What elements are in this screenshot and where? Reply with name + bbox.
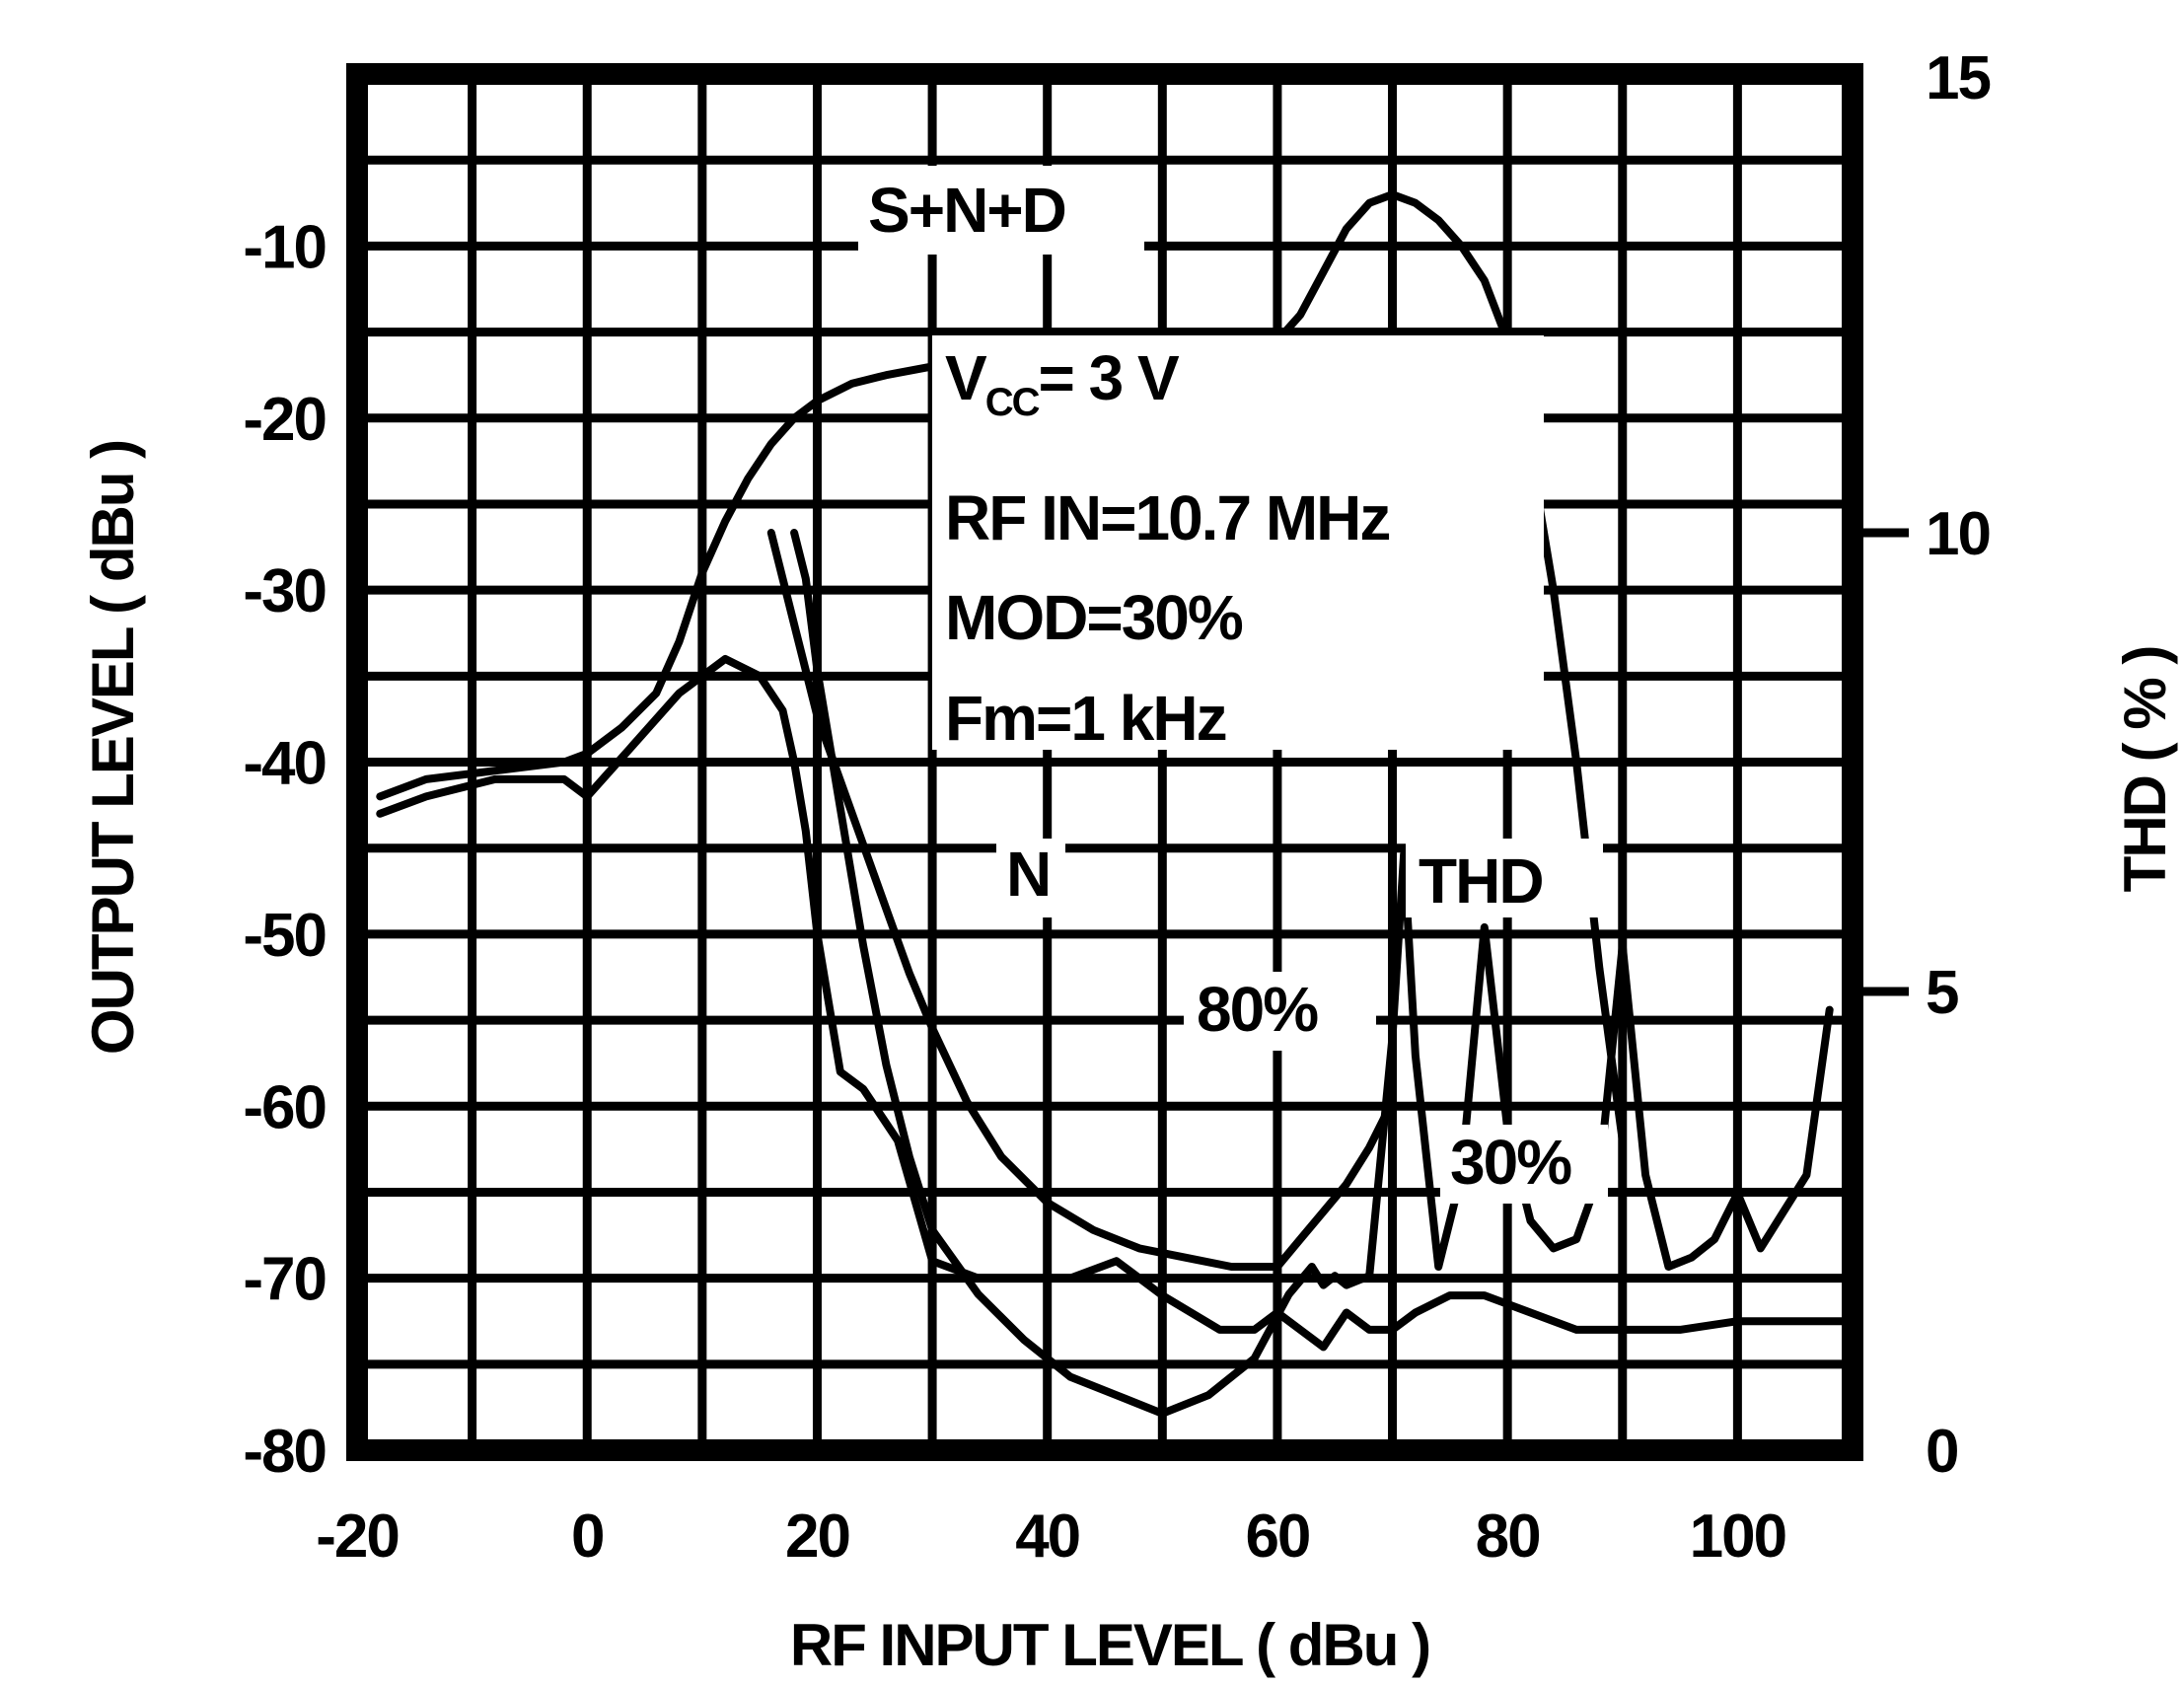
x-tick-label: 40 — [1015, 1503, 1079, 1571]
series-line-thd-mod-30 — [790, 529, 1834, 1418]
annotation-mask — [858, 166, 1144, 255]
series-label-snd: S+N+D — [868, 175, 1065, 246]
x-tick-label: 20 — [785, 1503, 849, 1571]
series-label-n: N — [1006, 839, 1050, 910]
annotation-mask — [1440, 1125, 1608, 1204]
series-label-mod80: 80% — [1197, 974, 1318, 1045]
vcc-annotation: VCC= 3 V — [945, 342, 1180, 424]
rf-in-annotation: RF IN=10.7 MHz — [945, 482, 1389, 553]
annotation-mask — [1406, 839, 1603, 917]
grid — [357, 74, 1853, 1450]
x-tick-label: 0 — [571, 1503, 603, 1571]
y-tick-label: -40 — [243, 730, 326, 798]
vcc-subscript: CC — [985, 381, 1040, 424]
x-tick-label: 80 — [1476, 1503, 1540, 1571]
series-label-thd: THD — [1419, 845, 1543, 916]
y-tick-label: -60 — [243, 1073, 326, 1141]
series-label-mod30: 30% — [1450, 1127, 1571, 1198]
x-tick-label: -20 — [316, 1503, 399, 1571]
annotation-mask — [996, 839, 1065, 917]
annotation-masks — [858, 166, 1608, 1204]
y2-axis-title: THD ( % ) — [2112, 647, 2178, 893]
vcc-rest: = 3 V — [1038, 342, 1180, 413]
vcc-main: V — [945, 342, 987, 413]
x-axis-title: RF INPUT LEVEL ( dBu ) — [790, 1612, 1429, 1678]
plot-frame — [346, 63, 1863, 1461]
y-axis-title: OUTPUT LEVEL ( dBu ) — [80, 441, 146, 1055]
x-tick-label: 60 — [1245, 1503, 1309, 1571]
y-tick-label: -80 — [243, 1418, 326, 1486]
annotation-mask — [1184, 972, 1376, 1051]
y-tick-label: -30 — [243, 557, 326, 625]
mod-annotation: MOD=30% — [945, 582, 1243, 653]
y2-tick-label: 0 — [1926, 1418, 1957, 1486]
x-tick-label: 100 — [1690, 1503, 1785, 1571]
y-tick-label: -20 — [243, 386, 326, 454]
y-tick-label: -50 — [243, 902, 326, 970]
series-line-n — [376, 654, 1856, 1352]
y2-tick-label: 5 — [1926, 959, 1958, 1027]
y-tick-label: -70 — [243, 1246, 326, 1314]
y-tick-label: -10 — [243, 213, 326, 281]
series-line-thd-mod-80 — [766, 529, 1397, 1271]
tick-labels: -20 0 20 40 60 80 100-10-20-30-40-50-60-70-801… — [243, 44, 1992, 1571]
annotation-mask — [932, 335, 1544, 750]
y2-tick-label: 15 — [1926, 44, 1990, 112]
fm-annotation: Fm=1 kHz — [945, 683, 1226, 754]
y2-tick-label: 10 — [1926, 500, 1990, 568]
